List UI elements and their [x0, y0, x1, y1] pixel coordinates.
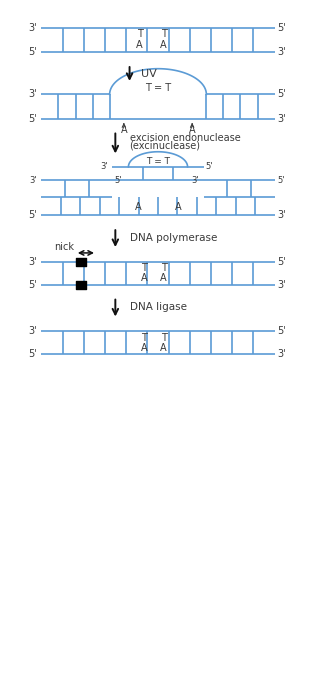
Text: 5': 5' — [115, 176, 122, 185]
Text: A: A — [161, 273, 167, 283]
Text: 3': 3' — [277, 113, 286, 123]
Text: 3': 3' — [277, 210, 286, 220]
Text: T = T: T = T — [145, 83, 171, 93]
Text: 5': 5' — [28, 349, 37, 359]
Text: 5': 5' — [277, 326, 286, 336]
Text: A: A — [141, 273, 147, 283]
Text: A: A — [175, 202, 181, 212]
Text: 5': 5' — [28, 113, 37, 123]
Text: 5': 5' — [277, 176, 284, 185]
Text: nick: nick — [54, 242, 74, 252]
Text: 3': 3' — [191, 176, 199, 185]
Text: 3': 3' — [277, 349, 286, 359]
Text: 3': 3' — [29, 176, 37, 185]
Text: A: A — [135, 202, 141, 212]
Text: 3': 3' — [277, 279, 286, 290]
Text: 5': 5' — [277, 23, 286, 33]
Text: A: A — [136, 40, 143, 50]
Text: 5': 5' — [28, 47, 37, 57]
Text: T = T: T = T — [146, 157, 170, 166]
Text: A: A — [161, 343, 167, 353]
Text: 3': 3' — [28, 89, 37, 100]
Text: 5': 5' — [277, 257, 286, 267]
Text: UV: UV — [141, 69, 157, 79]
Text: 5': 5' — [206, 162, 213, 172]
Text: A: A — [161, 40, 167, 50]
Text: T: T — [161, 263, 167, 273]
Text: 5': 5' — [28, 279, 37, 290]
Text: (excinuclease): (excinuclease) — [130, 141, 201, 151]
Text: A: A — [141, 343, 147, 353]
Text: A: A — [121, 125, 127, 135]
Text: T: T — [161, 333, 167, 342]
Text: 3': 3' — [28, 326, 37, 336]
Text: T: T — [137, 29, 143, 39]
Text: 5': 5' — [28, 210, 37, 220]
Text: DNA polymerase: DNA polymerase — [130, 233, 217, 243]
Text: T: T — [161, 29, 167, 39]
Text: 3': 3' — [28, 257, 37, 267]
Text: T: T — [141, 333, 147, 342]
Text: 5': 5' — [277, 89, 286, 100]
Text: T: T — [141, 263, 147, 273]
Text: excision endonuclease: excision endonuclease — [130, 133, 240, 142]
Text: A: A — [189, 125, 195, 135]
Text: 3': 3' — [100, 162, 108, 172]
Text: DNA ligase: DNA ligase — [130, 302, 186, 313]
Text: 3': 3' — [28, 23, 37, 33]
Text: 3': 3' — [277, 47, 286, 57]
